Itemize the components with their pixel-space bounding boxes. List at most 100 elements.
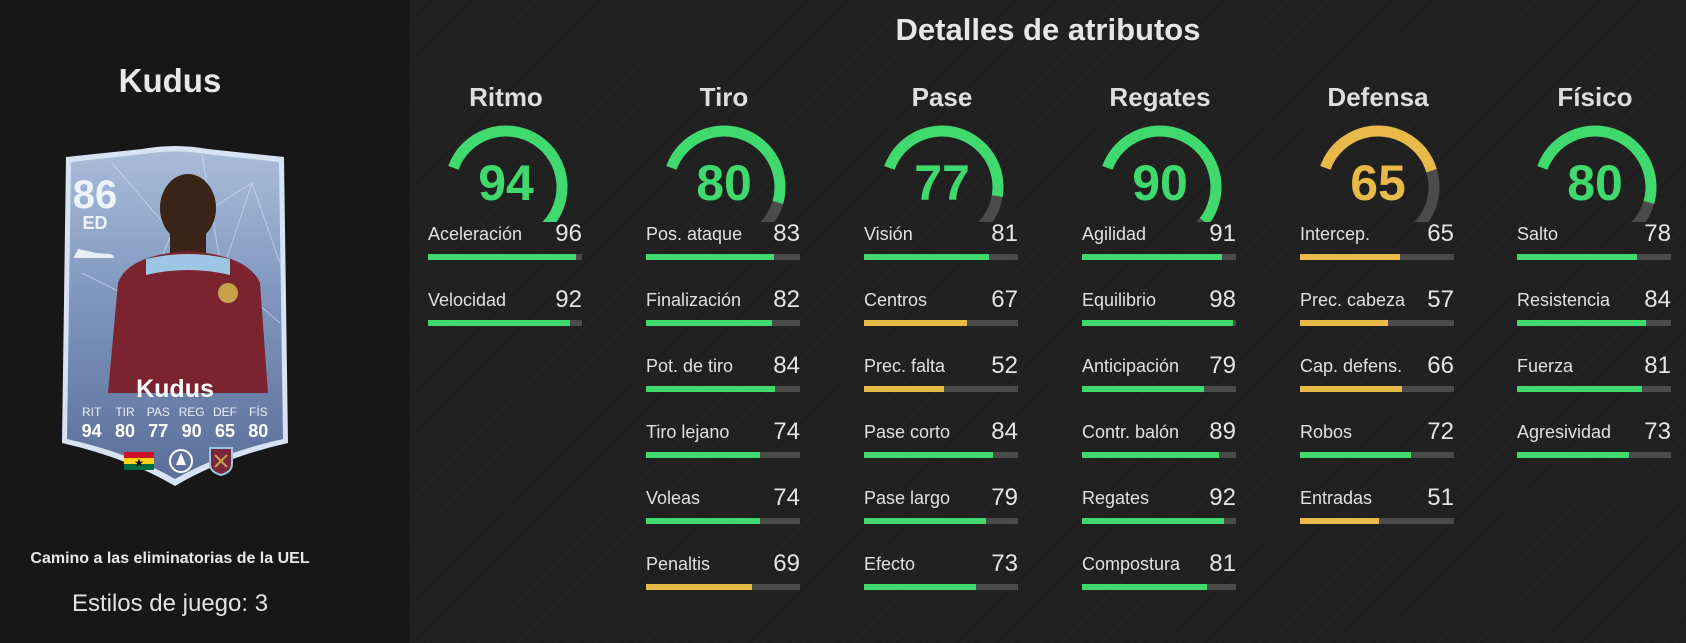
category-value: 90 [1132,155,1188,211]
card-rating: 86 [72,173,118,217]
stat-value: 84 [1644,286,1671,313]
stat-value: 65 [1427,220,1454,247]
ghana-flag-icon [124,452,154,470]
stat-bar [646,452,800,458]
stat-value: 84 [991,418,1018,445]
stat-name: Voleas [646,488,701,508]
card-position: ED [82,213,108,233]
category-title: Defensa [1327,82,1429,112]
stat-bar [1517,320,1671,326]
stat-value: 83 [773,220,800,247]
category-gauge: 80 [1517,114,1673,224]
stat-bar-fill [646,584,753,590]
stat-bar [864,386,1018,392]
stat-bar-fill [864,320,968,326]
stat-row: Voleas 74 [646,484,802,554]
attribute-column-4: Defensa 65 Intercep. 65 Prec. cabeza 57 Cap. d… [1300,82,1456,554]
stat-name: Robos [1300,422,1353,442]
gauge-fill [1102,125,1222,222]
stat-value: 96 [555,220,582,247]
stat-bar [1300,518,1454,524]
stat-name: Finalización [646,290,742,310]
stat-name: Intercep. [1300,224,1371,244]
category-gauge: 94 [428,114,584,224]
category-title: Físico [1557,82,1633,112]
gauge-fill [666,125,786,204]
card-badges [124,446,234,476]
category-gauge: 90 [1082,114,1238,224]
player-card[interactable]: 86 ED Kudus RIT 94 TIR 80 PAS 77 REG 90 DEF 6… [52,143,298,490]
stat-bar-fill [1517,320,1647,326]
stat-bar [646,386,800,392]
player-photo [108,174,268,393]
stat-name: Agresividad [1517,422,1612,442]
stat-row: Pase corto 84 [864,418,1020,488]
stat-row: Equilibrio 98 [1082,286,1238,356]
stat-row: Cap. defens. 66 [1300,352,1456,422]
stat-bar [1082,386,1236,392]
stat-row: Visión 81 [864,220,1020,290]
stat-bar-fill [646,452,760,458]
stat-bar-fill [1300,518,1379,524]
category-value: 65 [1350,155,1406,211]
gauge-fill [1537,125,1657,204]
stat-value: 74 [773,418,800,445]
stat-bar [646,518,800,524]
category-gauge: 65 [1300,114,1456,224]
stat-bar [646,584,800,590]
stat-row: Intercep. 65 [1300,220,1456,290]
stat-bar [864,518,1018,524]
category-value: 80 [1567,155,1623,211]
stat-bar [1517,254,1671,260]
stat-bar [1517,452,1671,458]
card-stat-label: REG [178,405,205,419]
stat-name: Pase corto [864,422,951,442]
stat-bar-fill [1300,386,1402,392]
category-title: Pase [911,82,973,112]
stat-name: Centros [864,290,928,310]
stat-bar-fill [1082,254,1223,260]
stat-bar-fill [864,254,989,260]
stat-bar-fill [646,320,773,326]
stat-value: 91 [1209,220,1236,247]
stat-name: Pos. ataque [646,224,743,244]
stat-name: Prec. cabeza [1300,290,1406,310]
stat-bar-fill [428,254,576,260]
stat-value: 79 [1209,352,1236,379]
stat-bar-fill [864,584,977,590]
stat-value: 66 [1427,352,1454,379]
stat-bar [646,320,800,326]
stat-name: Velocidad [428,290,507,310]
stat-bar-fill [864,386,945,392]
stat-value: 57 [1427,286,1454,313]
play-styles-count[interactable]: Estilos de juego: 3 [71,590,269,617]
stat-row: Centros 67 [864,286,1020,356]
stat-name: Salto [1517,224,1559,244]
stat-row: Efecto 73 [864,550,1020,620]
stat-bar [1082,584,1236,590]
stat-bar-fill [1517,254,1638,260]
stat-row: Aceleración 96 [428,220,584,290]
stat-bar [1517,386,1671,392]
stat-bar [864,320,1018,326]
stat-row: Tiro lejano 74 [646,418,802,488]
card-stat-label: TIR [115,405,135,419]
stat-bar [1082,518,1236,524]
gauge-arc [1102,125,1222,222]
stat-value: 69 [773,550,800,577]
attribute-column-3: Regates 90 Agilidad 91 Equilibrio 98 Anticipac… [1082,82,1238,620]
stat-bar-fill [646,386,776,392]
stat-row: Prec. falta 52 [864,352,1020,422]
gauge-arc [666,125,786,222]
stat-row: Anticipación 79 [1082,352,1238,422]
stat-row: Penaltis 69 [646,550,802,620]
stat-name: Cap. defens. [1300,356,1403,376]
stat-row: Salto 78 [1517,220,1673,290]
stat-row: Pot. de tiro 84 [646,352,802,422]
stat-bar [1300,254,1454,260]
stat-name: Entradas [1300,488,1373,508]
stat-bar-fill [1082,386,1204,392]
stat-bar-fill [1082,584,1207,590]
stat-value: 81 [1209,550,1236,577]
stat-name: Resistencia [1517,290,1611,310]
